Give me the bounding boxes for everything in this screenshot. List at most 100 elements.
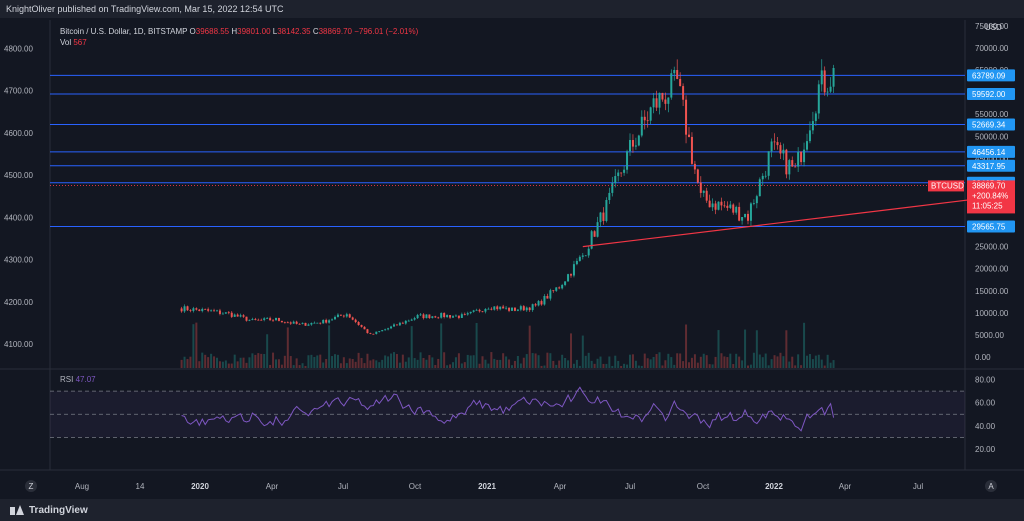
candle-body: [331, 319, 334, 321]
volume-bar: [348, 358, 351, 368]
volume-bar: [505, 356, 508, 368]
candle-body: [696, 169, 699, 183]
candle-body: [180, 308, 183, 312]
candle-body: [342, 315, 345, 317]
candle-body: [443, 313, 446, 318]
volume-bar: [584, 355, 587, 368]
volume-bar: [463, 362, 466, 368]
volume-bar: [266, 334, 269, 368]
candle-body: [723, 205, 726, 207]
candle-body: [572, 264, 575, 276]
left-axis-tick-label: 4200.00: [4, 298, 33, 307]
candle-body: [800, 151, 803, 163]
left-axis-tick-label: 4600.00: [4, 129, 33, 138]
time-axis-tick-label: Jul: [913, 482, 923, 491]
price-chart[interactable]: 4100.00 4200.00 4300.00 4400.00 4500.00 4600.…: [0, 0, 1024, 499]
volume-bar: [555, 364, 558, 368]
candle-body: [761, 175, 764, 180]
candle-body: [626, 151, 629, 170]
volume-bar: [289, 356, 292, 368]
candle-body: [422, 314, 425, 319]
volume-bar: [345, 363, 348, 368]
candle-body: [227, 312, 230, 314]
volume-bar: [679, 353, 682, 368]
candle-body: [496, 306, 499, 310]
volume-bar: [596, 358, 599, 368]
candle-body: [652, 98, 655, 108]
level-badge: [967, 87, 1015, 100]
volume-bar: [537, 355, 540, 368]
candle-body: [280, 320, 283, 323]
volume-bar: [673, 364, 676, 368]
candle-body: [425, 314, 428, 319]
candle-body: [776, 142, 779, 146]
support-trendline[interactable]: [582, 197, 985, 248]
legend-vol-label: Vol: [60, 38, 72, 47]
volume-bar: [620, 365, 623, 368]
candle-body: [735, 206, 738, 213]
candle-body: [502, 306, 505, 309]
candle-body: [794, 166, 797, 168]
volume-bar: [829, 362, 832, 368]
volume-bar: [245, 362, 248, 368]
candle-body: [534, 304, 537, 306]
volume-bar: [811, 359, 814, 368]
candle-body: [248, 319, 251, 321]
volume-bar: [384, 355, 387, 368]
tradingview-logo[interactable]: TradingView: [10, 503, 88, 517]
candle-body: [446, 315, 449, 318]
left-axis-tick-label: 4700.00: [4, 87, 33, 96]
candle-body: [286, 322, 289, 324]
volume-bar: [213, 356, 216, 368]
volume-bar: [198, 361, 201, 368]
level-badge-label: 63789.09: [972, 71, 1006, 80]
candle-body: [493, 306, 496, 310]
volume-bar: [280, 364, 283, 368]
candle-body: [357, 322, 360, 325]
volume-bar: [398, 362, 401, 368]
candle-body: [490, 308, 493, 310]
candle-body: [773, 141, 776, 143]
time-axis-tick-label: Jul: [625, 482, 635, 491]
volume-bar: [378, 362, 381, 368]
candle-body: [590, 231, 593, 249]
volume-bar: [372, 359, 375, 368]
volume-bar: [705, 355, 708, 368]
volume-bar: [472, 355, 475, 368]
legend-low-label: L: [272, 27, 278, 36]
volume-bar: [776, 356, 779, 368]
volume-bar: [543, 365, 546, 368]
volume-bar: [221, 361, 224, 368]
candle-body: [720, 201, 723, 206]
volume-bar: [640, 365, 643, 368]
left-axis-tick-label: 4300.00: [4, 256, 33, 265]
volume-bar: [242, 357, 245, 368]
auto-zoom-button[interactable]: [25, 480, 37, 492]
candle-body: [216, 310, 218, 312]
volume-bar: [395, 354, 398, 368]
candle-body: [275, 317, 277, 321]
brand-text: TradingView: [29, 504, 88, 516]
candle-body: [596, 222, 599, 237]
volume-bar: [257, 353, 260, 368]
candle-body: [407, 320, 410, 322]
volume-bar: [814, 355, 817, 368]
level-badge: [967, 159, 1015, 172]
candle-body: [508, 307, 511, 311]
currency-label: USD: [985, 23, 1002, 32]
level-badge-label: 52669.34: [972, 121, 1006, 130]
candle-body: [469, 311, 472, 314]
volume-bar: [204, 354, 207, 368]
volume-bar: [581, 335, 584, 368]
last-price-badge: [967, 180, 1015, 214]
volume-bar: [717, 330, 720, 368]
candle-body: [537, 301, 540, 306]
legend-symbol: Bitcoin / U.S. Dollar, 1D, BITSTAMP: [60, 27, 188, 36]
auto-scale-button[interactable]: [985, 480, 997, 492]
time-axis-tick-label: Apr: [266, 482, 279, 491]
candle-body: [744, 213, 747, 217]
candle-body: [749, 203, 752, 221]
volume-bar: [449, 364, 452, 368]
candle-body: [511, 307, 513, 311]
volume-bar: [564, 357, 567, 368]
